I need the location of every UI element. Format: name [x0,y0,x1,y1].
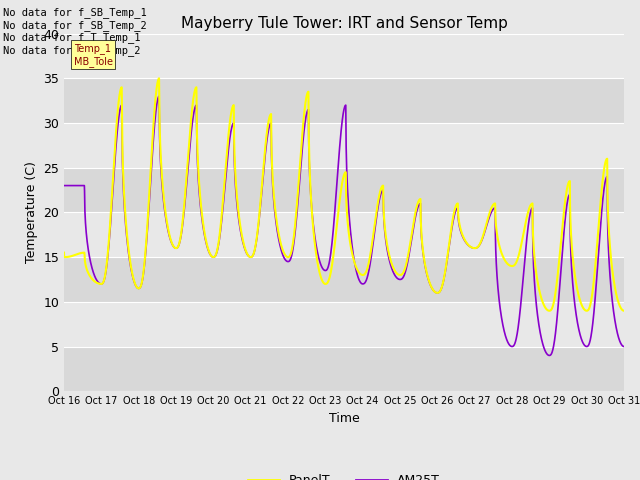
Bar [64,78,624,123]
Y-axis label: Temperature (C): Temperature (C) [25,161,38,264]
Bar [64,257,624,302]
Title: Mayberry Tule Tower: IRT and Sensor Temp: Mayberry Tule Tower: IRT and Sensor Temp [180,16,508,31]
Text: No data for f_SB_Temp_1
No data for f_SB_Temp_2
No data for f_T_Temp_1
No data f: No data for f_SB_Temp_1 No data for f_SB… [3,7,147,56]
Legend: PanelT, AM25T: PanelT, AM25T [243,469,445,480]
Bar [64,302,624,347]
X-axis label: Time: Time [328,412,360,425]
Bar [64,347,624,391]
Bar [64,168,624,212]
Bar [64,212,624,257]
Bar [64,123,624,168]
Bar [64,34,624,78]
Text: Temp_1
MB_Tole: Temp_1 MB_Tole [74,43,113,67]
